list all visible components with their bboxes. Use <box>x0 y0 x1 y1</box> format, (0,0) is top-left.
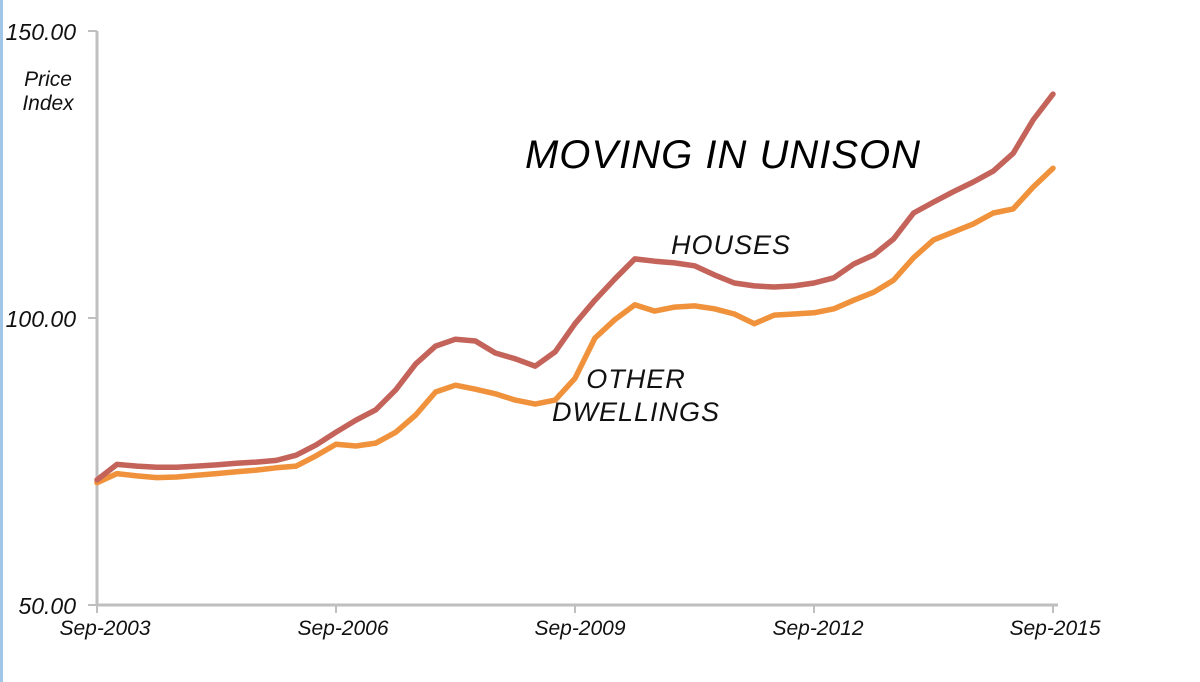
x-axis-tick-label-sep-2003: Sep-2003 <box>59 617 151 640</box>
y-axis-tick-label-150: 150.00 <box>5 19 76 45</box>
y-axis-title-line2: Index <box>22 92 74 115</box>
other-dwellings-label-line2: DWELLINGS <box>551 397 721 427</box>
window-left-border <box>0 0 3 682</box>
x-axis-tick-label-sep-2006: Sep-2006 <box>297 617 389 640</box>
y-axis-tick-label-100: 100.00 <box>5 306 76 332</box>
y-axis-title: Price Index <box>14 68 82 116</box>
y-axis-title-line1: Price <box>24 68 72 91</box>
other-dwellings-series-label: OTHER DWELLINGS <box>546 363 726 429</box>
houses-series-label: HOUSES <box>670 230 792 260</box>
x-axis-tick-label-sep-2012: Sep-2012 <box>772 617 864 640</box>
houses-line <box>94 91 1056 483</box>
other-dwellings-label-line1: OTHER <box>586 364 686 394</box>
y-axis-tick-label-50: 50.00 <box>18 593 76 619</box>
x-axis-tick-label-sep-2015: Sep-2015 <box>1009 617 1101 640</box>
x-axis-tick-label-sep-2009: Sep-2009 <box>534 617 626 640</box>
chart-title: MOVING IN UNISON <box>524 133 922 177</box>
other-dwellings-line <box>94 165 1056 486</box>
